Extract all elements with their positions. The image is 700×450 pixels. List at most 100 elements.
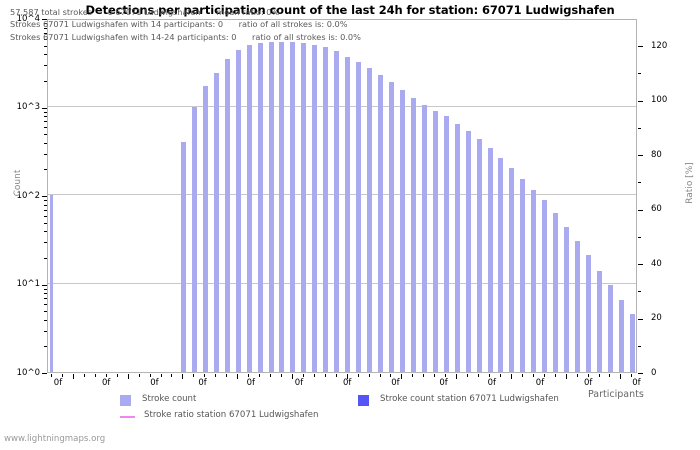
- x-axis-tick-mark: [171, 374, 173, 377]
- y-axis-minor-tick-mark: [44, 204, 47, 206]
- y-axis-tick-mark: [42, 19, 47, 20]
- y-axis-minor-tick-mark: [44, 330, 47, 332]
- y-axis-tick-mark: [42, 107, 47, 109]
- x-axis-tick-label: 0f: [53, 378, 63, 388]
- y-axis-minor-tick-mark: [44, 142, 47, 144]
- x-axis-tick-mark: [335, 374, 337, 377]
- bar: [334, 51, 340, 372]
- x-axis-tick-mark: [456, 374, 458, 379]
- x-axis-tick-mark: [324, 374, 326, 377]
- y-axis-minor-tick-mark: [44, 169, 47, 171]
- bar: [597, 270, 602, 372]
- y-axis-right-minor-tick-mark: [638, 236, 641, 238]
- y-axis-right-minor-tick-mark: [638, 73, 641, 75]
- x-axis-tick-mark: [149, 374, 151, 377]
- bar: [290, 41, 296, 372]
- y-axis-minor-tick-mark: [44, 215, 47, 217]
- x-axis-tick-mark: [259, 374, 261, 377]
- bar: [476, 138, 482, 372]
- bar: [607, 285, 613, 372]
- x-axis-tick-label: 0f: [246, 378, 255, 388]
- y-axis-minor-tick-mark: [44, 153, 47, 155]
- y-axis-minor-tick-mark: [44, 54, 47, 56]
- x-axis-tick-label: 0f: [198, 378, 207, 388]
- bar: [235, 49, 241, 372]
- y-axis-right-tick-mark: [638, 46, 643, 48]
- x-axis-tick-label: 0f: [632, 378, 641, 388]
- y-axis-minor-tick-mark: [44, 311, 47, 313]
- x-axis-tick-mark: [270, 374, 271, 377]
- x-axis-tick-mark: [160, 374, 162, 377]
- x-axis-tick-mark: [116, 374, 118, 377]
- x-axis-tick-mark: [346, 374, 348, 379]
- bar: [268, 41, 274, 372]
- x-axis-tick-mark: [434, 374, 436, 377]
- y-axis-right-tick-mark: [638, 373, 643, 374]
- x-axis-tick-mark: [609, 374, 611, 377]
- bar: [246, 44, 252, 372]
- x-axis-tick-mark: [61, 374, 63, 377]
- y-axis-right-tick-label: 20: [651, 313, 662, 324]
- bar: [323, 47, 329, 372]
- bar: [542, 199, 548, 372]
- y-axis-right-tick-label: 40: [651, 258, 662, 269]
- y-axis-minor-tick-mark: [44, 222, 47, 224]
- x-axis-tick-mark: [280, 374, 282, 377]
- y-axis-right-title: Ratio [%]: [685, 162, 695, 204]
- plot-area: [47, 19, 637, 373]
- x-axis-tick-label: 0f: [391, 378, 400, 388]
- x-axis-tick-mark: [368, 374, 370, 377]
- x-axis-tick-mark: [620, 374, 622, 379]
- chart-legend: Stroke count Stroke count station 67071 …: [0, 392, 700, 432]
- bar: [564, 226, 570, 372]
- bar: [367, 68, 373, 372]
- y-axis-minor-tick-mark: [44, 116, 47, 118]
- bar: [454, 123, 460, 372]
- gridline: [48, 105, 636, 107]
- y-axis-right-tick-label: 80: [651, 149, 662, 160]
- y-axis-right-minor-tick-mark: [638, 127, 641, 129]
- y-axis-right-tick-label: 60: [651, 204, 662, 215]
- x-axis-tick-mark: [598, 374, 600, 377]
- y-axis-minor-tick-mark: [44, 231, 47, 233]
- y-axis-minor-tick-mark: [44, 80, 47, 82]
- y-axis-minor-tick-mark: [44, 298, 47, 300]
- y-axis-left-title: Count: [13, 169, 23, 197]
- x-axis-title: Participants: [588, 389, 644, 400]
- x-axis-tick-mark: [631, 374, 633, 377]
- chart-title: Detections per participation count of th…: [85, 3, 615, 17]
- y-axis-right-tick-label: 0: [651, 367, 657, 378]
- bar: [421, 104, 427, 372]
- x-axis-tick-mark: [357, 374, 359, 377]
- y-axis-right-tick-mark: [638, 100, 643, 102]
- bar: [49, 195, 53, 372]
- y-axis-left-tick-label: 10^3: [16, 102, 40, 112]
- x-axis-tick-mark: [204, 374, 206, 377]
- y-axis-minor-tick-mark: [44, 242, 47, 244]
- gridline: [48, 194, 636, 195]
- bar-series-stroke-count: [48, 20, 636, 372]
- bar: [531, 189, 537, 372]
- bar: [399, 89, 405, 372]
- y-axis-minor-tick-mark: [44, 200, 47, 202]
- x-axis-tick-mark: [401, 374, 403, 379]
- bar: [509, 168, 515, 372]
- x-axis-tick-mark: [412, 374, 414, 377]
- x-axis-tick-mark: [127, 374, 129, 379]
- bar: [213, 72, 219, 372]
- bar: [498, 158, 504, 372]
- y-axis-tick-mark: [42, 373, 47, 374]
- x-axis-tick-mark: [565, 374, 567, 379]
- x-axis-tick-mark: [313, 374, 315, 377]
- bar: [191, 106, 197, 372]
- y-axis-minor-tick-mark: [44, 23, 47, 25]
- bar: [279, 42, 285, 372]
- x-axis-tick-mark: [226, 374, 228, 377]
- bar: [312, 45, 318, 372]
- x-axis-tick-mark: [94, 374, 96, 377]
- x-axis-tick-mark: [51, 374, 52, 377]
- y-axis-minor-tick-mark: [44, 346, 47, 348]
- bar: [553, 213, 559, 372]
- x-axis-tick-mark: [499, 374, 501, 377]
